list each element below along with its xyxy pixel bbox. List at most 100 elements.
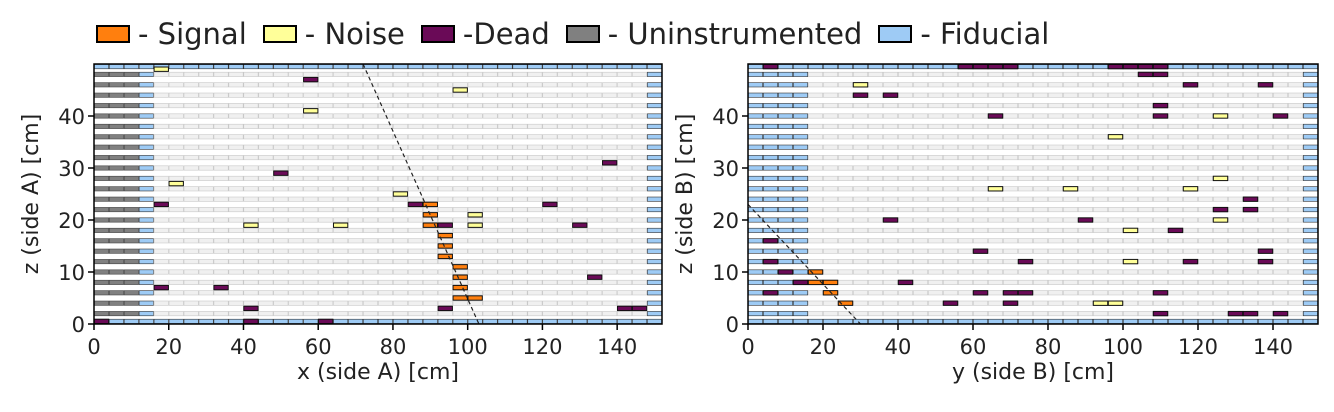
detector-bar xyxy=(213,186,229,192)
detector-bar xyxy=(168,165,184,171)
detector-bar xyxy=(1227,217,1243,223)
detector-bar xyxy=(243,196,259,202)
detector-bar xyxy=(1212,144,1228,150)
detector-bar xyxy=(1227,186,1243,192)
detector-bar xyxy=(927,144,943,150)
detector-bar xyxy=(542,300,558,306)
detector-bar xyxy=(1017,155,1033,161)
detector-bar xyxy=(868,186,884,192)
detector-bar xyxy=(1182,196,1198,202)
detector-bar xyxy=(422,269,438,275)
detector-bar xyxy=(883,207,899,213)
detector-bar xyxy=(557,155,573,161)
detector-bar xyxy=(957,248,973,254)
detector-bar xyxy=(288,134,304,140)
detector-bar xyxy=(407,217,423,223)
detector-bar xyxy=(527,217,543,223)
detector-bar xyxy=(168,300,184,306)
detector-bar xyxy=(138,238,154,244)
detector-bar xyxy=(1077,300,1093,306)
detector-bar xyxy=(153,196,169,202)
detector-bar xyxy=(168,227,184,233)
detector-bar xyxy=(153,311,169,317)
detector-bar xyxy=(1182,155,1198,161)
hit-bar-signal xyxy=(452,295,468,301)
fiducial-bar xyxy=(497,318,513,324)
detector-bar xyxy=(1272,186,1288,192)
detector-bar xyxy=(243,217,259,223)
fiducial-bar xyxy=(883,318,899,324)
detector-bar xyxy=(1272,175,1288,181)
detector-bar xyxy=(273,311,289,317)
detector-bar xyxy=(198,227,214,233)
detector-bar xyxy=(1032,186,1048,192)
detector-bar xyxy=(1272,82,1288,88)
detector-bar xyxy=(1017,279,1033,285)
detector-bar xyxy=(1197,311,1213,317)
detector-bar xyxy=(198,123,214,129)
detector-bar xyxy=(348,186,364,192)
hit-bar-dead xyxy=(1242,206,1259,213)
detector-bar xyxy=(912,165,928,171)
detector-bar xyxy=(482,123,498,129)
fiducial-bar xyxy=(333,318,349,324)
detector-bar xyxy=(942,155,958,161)
detector-bar xyxy=(542,207,558,213)
detector-bar xyxy=(198,196,214,202)
legend-item: - Fiducial xyxy=(878,17,1049,51)
detector-bar xyxy=(333,123,349,129)
detector-bar xyxy=(1092,217,1108,223)
detector-bar xyxy=(258,165,274,171)
detector-bar xyxy=(868,175,884,181)
detector-bar xyxy=(1167,196,1183,202)
detector-bar xyxy=(497,103,513,109)
detector-bar xyxy=(823,175,839,181)
detector-bar xyxy=(1122,248,1138,254)
detector-bar xyxy=(1017,311,1033,317)
detector-bar xyxy=(243,248,259,254)
y-tick-label: 0 xyxy=(726,313,739,337)
detector-bar xyxy=(838,186,854,192)
detector-bar xyxy=(348,155,364,161)
hit-bar-signal xyxy=(437,243,453,249)
detector-bar xyxy=(123,103,139,109)
fiducial-bar xyxy=(377,318,393,324)
detector-bar xyxy=(1092,165,1108,171)
detector-bar xyxy=(1227,279,1243,285)
fiducial-bar xyxy=(1302,64,1318,70)
detector-bar xyxy=(823,217,839,223)
detector-bar xyxy=(1167,259,1183,265)
detector-bar xyxy=(467,279,483,285)
detector-bar xyxy=(512,82,528,88)
detector-bar xyxy=(972,175,988,181)
detector-bar xyxy=(273,207,289,213)
detector-bar xyxy=(572,248,588,254)
plot-area xyxy=(94,64,662,324)
detector-bar xyxy=(557,144,573,150)
detector-bar xyxy=(868,300,884,306)
detector-bar xyxy=(1257,92,1273,98)
detector-bar xyxy=(527,290,543,296)
fiducial-bar xyxy=(793,64,809,70)
fiducial-bar xyxy=(808,318,824,324)
fiducial-bar xyxy=(1257,64,1273,70)
detector-bar xyxy=(1107,279,1123,285)
detector-bar xyxy=(748,196,764,202)
detector-bar xyxy=(482,155,498,161)
detector-bar xyxy=(1197,238,1213,244)
detector-bar xyxy=(898,123,914,129)
detector-bar xyxy=(392,207,408,213)
detector-bar xyxy=(422,279,438,285)
detector-bar xyxy=(602,155,618,161)
detector-bar xyxy=(108,290,124,296)
detector-bar xyxy=(1107,227,1123,233)
detector-bar xyxy=(1047,300,1063,306)
detector-bar xyxy=(1092,279,1108,285)
detector-bar xyxy=(1137,300,1153,306)
detector-bar xyxy=(1242,113,1258,119)
detector-bar xyxy=(1092,186,1108,192)
detector-bar xyxy=(527,300,543,306)
detector-bar xyxy=(318,196,334,202)
detector-bar xyxy=(1032,259,1048,265)
detector-bar xyxy=(823,134,839,140)
